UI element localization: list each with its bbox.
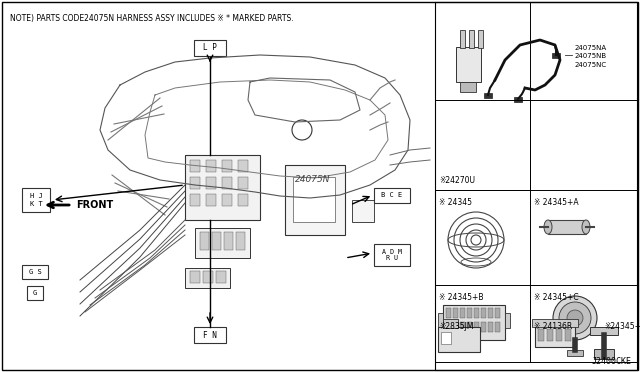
Bar <box>438 313 443 328</box>
Bar <box>460 30 465 48</box>
Text: ※ 24345+B: ※ 24345+B <box>439 293 483 302</box>
Bar <box>203 271 213 283</box>
Circle shape <box>559 302 591 334</box>
Bar <box>535 325 575 347</box>
Bar <box>438 327 480 352</box>
Text: A D M
R U: A D M R U <box>382 248 402 262</box>
Bar <box>469 30 474 48</box>
Bar <box>460 322 465 332</box>
Bar <box>474 308 479 318</box>
Text: ※ 24345+A: ※ 24345+A <box>534 198 579 207</box>
Bar <box>238 160 248 172</box>
Text: B C E: B C E <box>381 192 403 198</box>
Bar <box>185 155 260 220</box>
Bar <box>224 232 233 250</box>
Text: ※ 24136R: ※ 24136R <box>534 322 572 331</box>
Bar <box>538 329 544 341</box>
Text: ※24270U: ※24270U <box>439 176 475 185</box>
Bar <box>548 220 586 234</box>
Bar <box>190 177 200 189</box>
Bar <box>467 322 472 332</box>
Ellipse shape <box>582 220 590 234</box>
Text: 24075NA
24075NB
24075NC: 24075NA 24075NB 24075NC <box>575 45 607 68</box>
Bar <box>467 308 472 318</box>
Bar <box>590 327 618 335</box>
Bar <box>443 305 505 340</box>
Bar <box>532 319 578 327</box>
Ellipse shape <box>544 220 552 234</box>
Bar <box>474 322 479 332</box>
Bar <box>567 350 583 356</box>
Bar <box>185 268 230 288</box>
Bar <box>495 322 500 332</box>
Bar <box>453 308 458 318</box>
Bar <box>352 200 374 222</box>
Bar <box>195 228 250 258</box>
Bar <box>505 313 510 328</box>
Bar <box>556 329 562 341</box>
Text: L P: L P <box>203 44 217 52</box>
Bar <box>435 2 637 370</box>
Text: G S: G S <box>29 269 42 275</box>
Bar <box>212 232 221 250</box>
Bar <box>456 47 481 82</box>
Text: 24075N: 24075N <box>295 175 330 184</box>
Bar <box>222 177 232 189</box>
Bar <box>374 244 410 266</box>
Circle shape <box>553 296 597 340</box>
Bar <box>190 271 200 283</box>
Bar <box>238 177 248 189</box>
Bar <box>190 160 200 172</box>
Bar <box>200 232 209 250</box>
Bar <box>293 177 335 222</box>
Text: ※2835JM: ※2835JM <box>439 322 474 331</box>
Bar <box>22 265 48 279</box>
Bar <box>460 308 465 318</box>
Bar <box>547 329 553 341</box>
Bar <box>481 308 486 318</box>
Bar <box>374 187 410 202</box>
Bar <box>22 188 50 212</box>
Text: J2400CKE: J2400CKE <box>592 357 632 366</box>
Bar <box>484 93 492 98</box>
Bar <box>206 177 216 189</box>
Bar <box>594 349 614 359</box>
Bar <box>236 232 245 250</box>
Bar <box>481 322 486 332</box>
Bar <box>488 308 493 318</box>
Text: H J
K T: H J K T <box>29 193 42 206</box>
Bar <box>565 329 571 341</box>
Bar <box>190 194 200 206</box>
Text: G: G <box>33 290 37 296</box>
Bar <box>206 160 216 172</box>
Text: F N: F N <box>203 330 217 340</box>
Bar <box>441 332 451 344</box>
Bar <box>27 286 43 300</box>
Bar <box>552 53 560 58</box>
Text: ※ 24345: ※ 24345 <box>439 198 472 207</box>
Bar <box>453 322 458 332</box>
Text: ※ 24345+C: ※ 24345+C <box>534 293 579 302</box>
Bar <box>285 165 345 235</box>
Bar <box>194 327 226 343</box>
Bar <box>460 82 476 92</box>
Bar <box>194 40 226 56</box>
Bar <box>222 194 232 206</box>
Bar <box>443 319 458 328</box>
Bar <box>238 194 248 206</box>
Bar <box>216 271 226 283</box>
Text: NOTE) PARTS CODE24075N HARNESS ASSY INCLUDES ※ * MARKED PARTS.: NOTE) PARTS CODE24075N HARNESS ASSY INCL… <box>10 14 294 23</box>
Bar <box>488 322 493 332</box>
Bar <box>206 194 216 206</box>
Bar <box>446 322 451 332</box>
Text: ※24345+E: ※24345+E <box>604 322 640 331</box>
Text: FRONT: FRONT <box>76 200 113 210</box>
Circle shape <box>567 310 583 326</box>
Bar <box>446 308 451 318</box>
Bar <box>514 97 522 102</box>
Bar <box>435 2 530 190</box>
Bar <box>478 30 483 48</box>
Bar <box>495 308 500 318</box>
Bar <box>222 160 232 172</box>
